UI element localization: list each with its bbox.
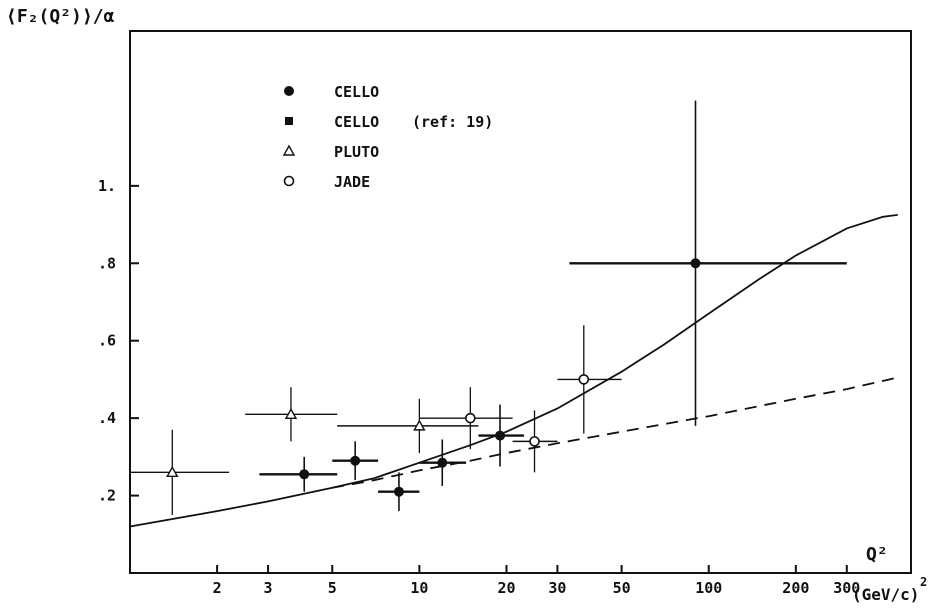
pluto-point: [284, 407, 298, 419]
pluto-point: [413, 419, 426, 431]
cello-point: [350, 455, 361, 466]
x-axis-unit: (GeV/c): [852, 585, 919, 604]
x-tick-label: 2: [213, 579, 222, 597]
legend-note: (ref: 19): [412, 113, 493, 131]
y-tick-label: 1.: [98, 177, 116, 195]
x-tick-label: 300: [833, 579, 860, 597]
plot-frame: [129, 30, 912, 574]
x-tick-label: 100: [695, 579, 722, 597]
x-tick-label: 20: [497, 579, 515, 597]
y-tick-label: .4: [98, 409, 116, 427]
legend-label: CELLO: [334, 113, 379, 131]
x-axis-label: Q²: [866, 544, 888, 565]
jade-point: [578, 374, 590, 385]
legend-label: PLUTO: [334, 143, 379, 161]
pluto-point: [166, 465, 179, 478]
x-tick-label: 10: [410, 579, 428, 597]
jade-point: [529, 436, 540, 447]
jade-point: [465, 412, 476, 424]
cello-point: [437, 457, 448, 468]
x-tick-label: 50: [613, 579, 631, 597]
y-tick-label: .6: [98, 332, 116, 350]
legend-label: CELLO: [334, 83, 379, 101]
y-tick-label: .2: [98, 487, 116, 505]
legend-marker: [285, 117, 293, 125]
legend-marker: [283, 175, 295, 187]
x-tick-label: 30: [548, 579, 566, 597]
x-tick-label: 5: [328, 579, 337, 597]
y-axis-label: ⟨F₂(Q²)⟩/α: [6, 6, 115, 27]
theory-curve-solid: [129, 214, 898, 528]
y-tick-label: .8: [98, 254, 116, 272]
cello-point: [690, 258, 701, 269]
cello-point: [495, 430, 506, 441]
x-axis-unit-exponent: 2: [920, 575, 927, 589]
theory-curve-dashed: [332, 376, 898, 489]
x-tick-label: 3: [264, 579, 273, 597]
x-tick-label: 200: [782, 579, 809, 597]
legend-label: JADE: [334, 173, 370, 191]
legend-marker: [284, 86, 294, 96]
cello-point: [299, 469, 310, 480]
legend-marker: [282, 144, 296, 156]
cello-point: [393, 486, 404, 497]
